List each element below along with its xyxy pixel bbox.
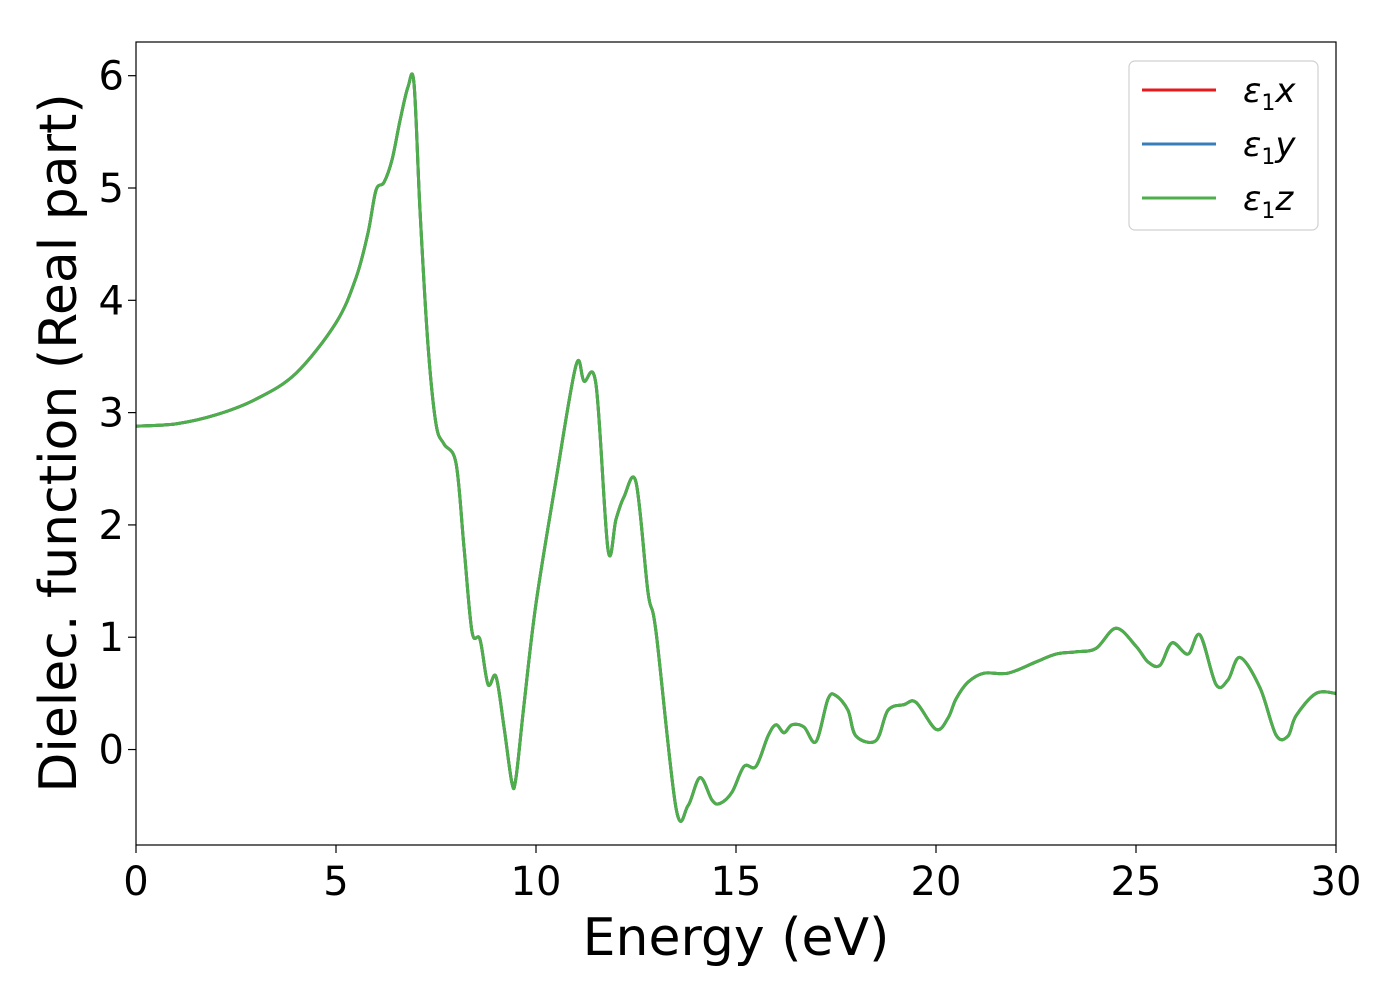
legend-label-y: ε1y <box>1243 125 1296 170</box>
legend-box <box>1128 60 1319 231</box>
legend-label-x: ε1x <box>1243 71 1296 116</box>
y-tick-label: 3 <box>99 391 124 437</box>
legend-label-z: ε1z <box>1243 179 1294 224</box>
y-axis-label: Dielec. function (Real part) <box>29 93 89 792</box>
x-tick-label: 0 <box>123 859 148 905</box>
x-tick-label: 15 <box>711 859 762 905</box>
x-tick-label: 25 <box>1111 859 1162 905</box>
y-axis: 0 1 2 3 4 5 6 <box>99 54 136 774</box>
x-tick-label: 30 <box>1311 859 1362 905</box>
x-tick-label: 10 <box>511 859 562 905</box>
y-tick-label: 5 <box>99 166 124 212</box>
x-axis: 0 5 10 15 20 25 30 <box>123 845 1361 905</box>
x-axis-label: Energy (eV) <box>583 908 890 968</box>
y-tick-label: 6 <box>99 54 124 100</box>
x-tick-label: 20 <box>911 859 962 905</box>
y-tick-label: 2 <box>99 503 124 549</box>
y-tick-label: 0 <box>99 728 124 774</box>
y-tick-label: 4 <box>99 278 124 324</box>
series-line-z <box>135 72 1337 823</box>
x-tick-label: 5 <box>323 859 348 905</box>
legend: ε1x ε1y ε1z <box>1128 60 1319 231</box>
series-layer <box>135 72 1337 823</box>
y-tick-label: 1 <box>99 615 124 661</box>
